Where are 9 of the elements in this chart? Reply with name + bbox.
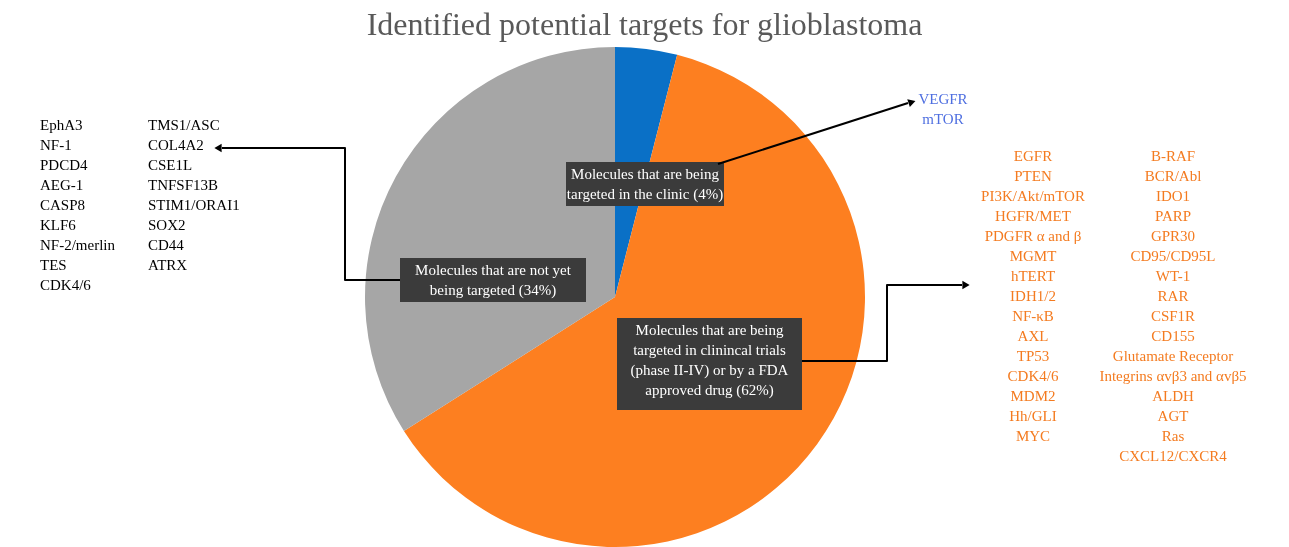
slice-label: Molecules that are being targeted in the clinic (4%) — [566, 166, 724, 203]
text: VEGFR mTOR — [918, 91, 968, 127]
text: TMS1/ASC COL4A2 CSE1L TNFSF13B STIM1/ORAI1 SOX2 CD44 ATRX — [148, 117, 240, 273]
text: EGFR PTEN PI3K/Akt/mTOR HGFR/MET PDGFR α and β MGMT hTERT IDH1/2 NF-κB AXL TP53 CDK4/6 MDM2 Hh/GLI MYC — [981, 148, 1085, 444]
text: EphA3 NF-1 PDCD4 AEG-1 CASP8 KLF6 NF-2/merlin TES CDK4/6 — [40, 117, 115, 293]
slice-label: Molecules that are being targeted in clinincal trials (phase II-IV) or by a FDA approved drug (62%) — [630, 322, 789, 399]
chart-title: Identified potential targets for glioblastoma — [366, 6, 923, 42]
text: B-RAF BCR/Abl IDO1 PARP GPR30 CD95/CD95L WT-1 RAR CSF1R CD155 Glutamate Receptor Integrins αvβ3 and αvβ5 ALDH AGT Ras CXCL12/CXCR4 — [1099, 148, 1247, 464]
slice-label: Molecules that are not yet being targeted (34%) — [415, 262, 572, 299]
